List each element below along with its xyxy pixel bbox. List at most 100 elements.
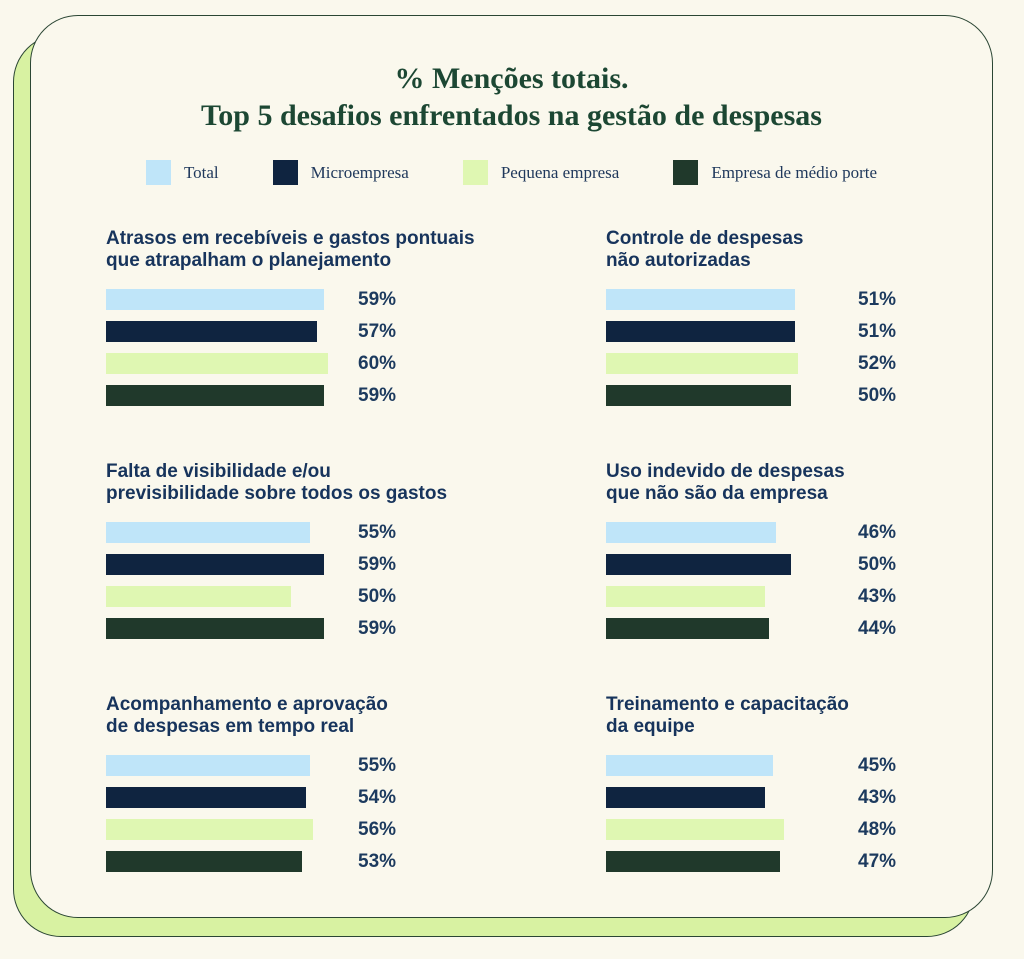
bar-value-label: 59% (358, 554, 397, 575)
bar-total (606, 289, 795, 310)
legend-item: Microempresa (272, 160, 409, 185)
bar-value-label: 54% (358, 787, 397, 808)
bar-row: 45% (606, 755, 992, 776)
legend-label: Pequena empresa (500, 162, 620, 182)
chart-group: Treinamento e capacitação da equipe 45% 4… (606, 694, 992, 872)
bar-pequena-empresa (606, 819, 784, 840)
bar-microempresa (606, 554, 791, 575)
group-title: Treinamento e capacitação da equipe (606, 694, 992, 738)
bars: 46% 50% 43% 44% (606, 522, 992, 639)
group-title-line: que atrapalham o planejamento (106, 250, 392, 271)
bar-empresa-de-m-dio-porte (606, 618, 769, 639)
bar-row: 59% (106, 385, 546, 406)
bars: 55% 59% 50% 59% (106, 522, 546, 639)
bar-row: 57% (106, 321, 546, 342)
bar-row: 59% (106, 289, 546, 310)
bar-empresa-de-m-dio-porte (606, 385, 791, 406)
bar-row: 44% (606, 618, 992, 639)
group-title-line: não autorizadas (606, 250, 751, 271)
bar-value-label: 56% (358, 819, 397, 840)
bar-pequena-empresa (606, 353, 798, 374)
group-title: Controle de despesas não autorizadas (606, 228, 992, 272)
bar-row: 54% (106, 787, 546, 808)
bar-row: 43% (606, 586, 992, 607)
chart-group: Controle de despesas não autorizadas 51%… (606, 228, 992, 406)
bar-microempresa (106, 787, 306, 808)
group-title: Atrasos em recebíveis e gastos pontuais … (106, 228, 546, 272)
bars: 55% 54% 56% 53% (106, 755, 546, 872)
bar-total (106, 755, 310, 776)
group-title-line: Uso indevido de despesas (606, 461, 845, 482)
bar-value-label: 43% (858, 586, 897, 607)
bar-row: 43% (606, 787, 992, 808)
bar-value-label: 50% (858, 385, 897, 406)
chart-group: Acompanhamento e aprovação de despesas e… (106, 694, 546, 872)
group-title: Acompanhamento e aprovação de despesas e… (106, 694, 546, 738)
legend-label: Total (183, 162, 219, 182)
group-title-line: Acompanhamento e aprovação (106, 694, 388, 715)
bar-value-label: 59% (358, 289, 397, 310)
bar-empresa-de-m-dio-porte (106, 385, 324, 406)
group-title-line: Falta de visibilidade e/ou (106, 461, 331, 482)
bar-microempresa (106, 321, 317, 342)
bar-value-label: 51% (858, 321, 897, 342)
bar-row: 48% (606, 819, 992, 840)
bar-row: 50% (606, 385, 992, 406)
bar-value-label: 52% (858, 353, 897, 374)
bar-pequena-empresa (106, 819, 313, 840)
bar-empresa-de-m-dio-porte (106, 851, 302, 872)
bar-row: 60% (106, 353, 546, 374)
bar-value-label: 47% (858, 851, 897, 872)
chart-group: Uso indevido de despesas que não são da … (606, 461, 992, 639)
group-title: Falta de visibilidade e/ou previsibilida… (106, 461, 546, 505)
group-title-line: Atrasos em recebíveis e gastos pontuais (106, 228, 475, 249)
legend-swatch (673, 160, 699, 185)
bars: 45% 43% 48% 47% (606, 755, 992, 872)
bar-pequena-empresa (106, 586, 291, 607)
bar-row: 56% (106, 819, 546, 840)
bar-row: 50% (606, 554, 992, 575)
bar-value-label: 60% (358, 353, 397, 374)
group-title-line: da equipe (606, 716, 695, 737)
chart-card: % Menções totais. Top 5 desafios enfrent… (30, 15, 993, 918)
bar-microempresa (106, 554, 324, 575)
legend-label: Microempresa (310, 162, 409, 182)
bar-value-label: 55% (358, 755, 397, 776)
chart-title: % Menções totais. (394, 62, 629, 95)
bar-microempresa (606, 321, 795, 342)
bar-value-label: 43% (858, 787, 897, 808)
bar-value-label: 55% (358, 522, 397, 543)
group-title: Uso indevido de despesas que não são da … (606, 461, 992, 505)
bar-value-label: 46% (858, 522, 897, 543)
legend-swatch (145, 160, 171, 185)
bar-value-label: 53% (358, 851, 397, 872)
legend-item: Empresa de médio porte (673, 160, 877, 185)
bar-empresa-de-m-dio-porte (606, 851, 780, 872)
legend-item: Total (145, 160, 219, 185)
group-title-line: que não são da empresa (606, 483, 828, 504)
legend: Total Microempresa Pequena empresa Empre… (31, 160, 992, 185)
bar-total (106, 522, 310, 543)
bar-pequena-empresa (606, 586, 765, 607)
bar-value-label: 59% (358, 618, 397, 639)
legend-label: Empresa de médio porte (711, 162, 878, 182)
bar-total (606, 522, 776, 543)
bar-row: 55% (106, 522, 546, 543)
group-title-line: Treinamento e capacitação (606, 694, 849, 715)
bar-empresa-de-m-dio-porte (106, 618, 324, 639)
bar-value-label: 50% (858, 554, 897, 575)
bar-microempresa (606, 787, 765, 808)
chart-group: Atrasos em recebíveis e gastos pontuais … (106, 228, 546, 406)
bar-row: 59% (106, 554, 546, 575)
bar-value-label: 50% (358, 586, 397, 607)
chart-group: Falta de visibilidade e/ou previsibilida… (106, 461, 546, 639)
bar-pequena-empresa (106, 353, 328, 374)
chart-subtitle: Top 5 desafios enfrentados na gestão de … (201, 99, 822, 132)
bar-row: 46% (606, 522, 992, 543)
bars: 51% 51% 52% 50% (606, 289, 992, 406)
bars: 59% 57% 60% 59% (106, 289, 546, 406)
bar-value-label: 59% (358, 385, 397, 406)
bar-value-label: 48% (858, 819, 897, 840)
bar-row: 51% (606, 321, 992, 342)
